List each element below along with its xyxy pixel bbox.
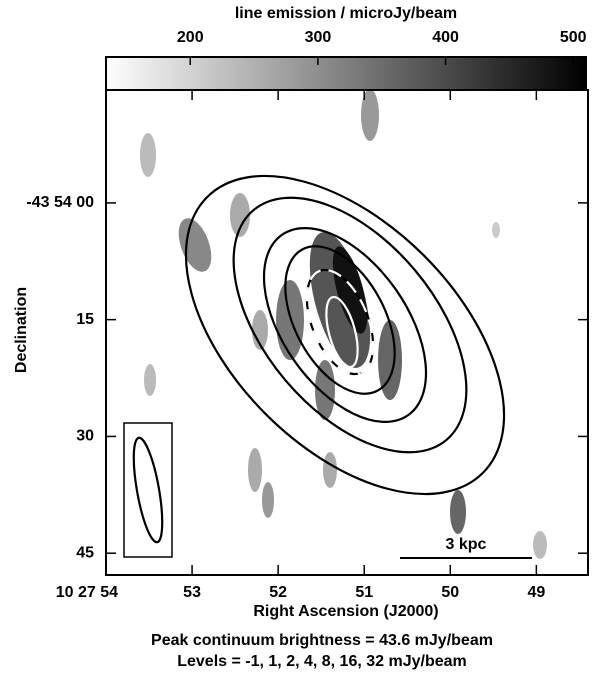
line-emission-image [140, 90, 547, 559]
beam [132, 436, 164, 544]
emission [533, 531, 547, 559]
contour [325, 295, 359, 369]
x-tick-label: 51 [355, 584, 373, 601]
emission [315, 360, 335, 420]
contour [184, 174, 506, 496]
x-tick-label: 10 27 54 [56, 584, 118, 601]
y-tick-label: -43 54 00 [26, 194, 94, 211]
contour [284, 245, 396, 395]
colorbar-title: line emission / microJy/beam [235, 5, 457, 22]
x-tick-label: 49 [527, 584, 545, 601]
scale-bar-label: 3 kpc [446, 536, 487, 553]
emission [248, 448, 262, 492]
colorbar-tick-label: 200 [177, 29, 204, 46]
contours [184, 174, 506, 496]
x-tick-label: 52 [269, 584, 287, 601]
emission [332, 246, 368, 334]
emission [262, 482, 274, 518]
plot-frame [105, 89, 589, 576]
emission [252, 310, 268, 350]
emission [450, 490, 466, 534]
x-tick-label: 50 [441, 584, 459, 601]
x-tick-label: 53 [183, 584, 201, 601]
contour [232, 196, 468, 454]
contour [305, 268, 375, 376]
y-tick-label: 15 [76, 311, 94, 328]
emission [178, 218, 212, 272]
emission [378, 320, 402, 400]
emission [144, 364, 156, 396]
note: Peak continuum brightness = 43.6 mJy/bea… [151, 632, 493, 649]
contour [262, 227, 428, 423]
y-axis-label: Declination [13, 287, 30, 373]
emission [492, 222, 500, 238]
colorbar [106, 57, 586, 90]
x-axis-label: Right Ascension (J2000) [253, 603, 438, 620]
colorbar-tick-label: 300 [305, 29, 332, 46]
emission [323, 452, 337, 488]
y-tick-label: 30 [76, 428, 94, 445]
y-tick-label: 45 [76, 544, 94, 561]
colorbar-tick-label: 400 [432, 29, 459, 46]
beam-box [123, 422, 173, 558]
emission [140, 133, 156, 177]
emission [230, 193, 250, 237]
colorbar-tick-label: 500 [560, 29, 587, 46]
note: Levels = -1, 1, 2, 4, 8, 16, 32 mJy/beam [177, 653, 467, 670]
emission [361, 90, 379, 141]
